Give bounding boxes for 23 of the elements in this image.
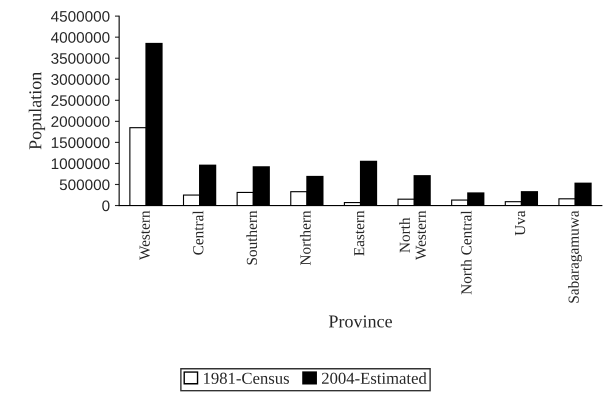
x-tick-label: Eastern — [354, 210, 364, 256]
y-tick-label: 2000000 — [51, 116, 110, 128]
y-tick-label: 4500000 — [50, 10, 110, 22]
y-tick-label: 500000 — [60, 179, 110, 190]
x-tick-label: Central — [192, 210, 204, 255]
x-axis-title: Province — [328, 315, 392, 328]
x-tick-label: Western — [140, 210, 150, 260]
y-tick-label: 4000000 — [50, 32, 110, 43]
x-tick-label: Southern — [246, 210, 258, 265]
legend-label: 1981-Census — [204, 372, 289, 384]
y-tick-label: 0 — [102, 200, 110, 212]
x-tick-label: North Central — [460, 210, 472, 294]
y-axis-title: Population — [28, 72, 46, 150]
y-tick-label: 2500000 — [51, 95, 110, 106]
y-tick-label: 3000000 — [51, 74, 110, 85]
y-tick-label: 1500000 — [52, 137, 110, 148]
x-tick-label: Sabaragamuwa — [568, 210, 582, 303]
x-tick-label: Northern — [300, 210, 311, 266]
y-tick-label: 3500000 — [51, 53, 110, 64]
x-tick-label: North Western — [399, 210, 426, 260]
x-tick-label: Uva — [515, 210, 526, 236]
legend-label: 2004-Estimated — [322, 372, 427, 384]
y-tick-label: 1000000 — [52, 158, 110, 170]
